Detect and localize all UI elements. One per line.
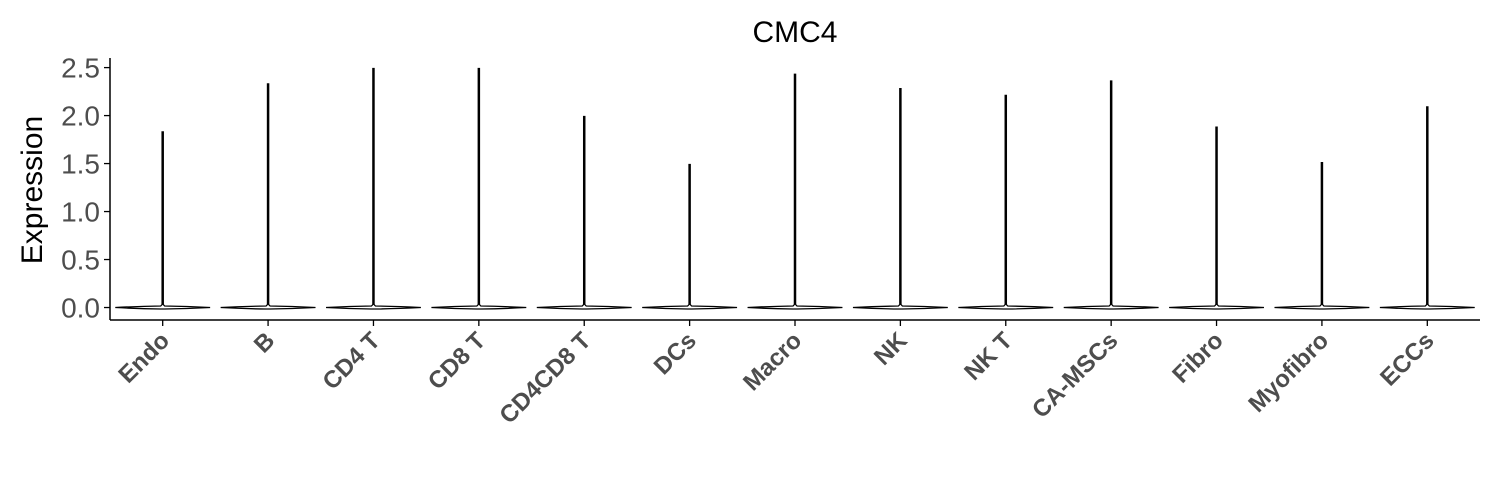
x-tick-label: ECCs (1375, 327, 1439, 391)
violin-dcs (642, 163, 738, 310)
violin-cd8-t (431, 67, 527, 310)
violin-nk (852, 88, 948, 310)
y-tick-label: 0.0 (61, 293, 100, 324)
violin-cd4-t (326, 67, 421, 310)
plot-area: 0.0 0.5 1.0 1.5 2.0 2.5 Endo B CD4 T CD8 T CD4CD8 … (61, 53, 1480, 429)
x-tick-label: NK T (959, 327, 1018, 386)
violin-fibro (1169, 126, 1264, 310)
x-tick-label: CD4 T (318, 327, 386, 395)
y-tick-label: 2.0 (61, 101, 100, 132)
y-axis-label: Expression (16, 116, 49, 264)
x-tick-label: Endo (113, 327, 175, 389)
x-tick-label: Myofibro (1243, 327, 1334, 418)
violin-b (220, 83, 316, 310)
y-tick-label: 1.0 (61, 197, 100, 228)
violin-eccs (1379, 106, 1475, 310)
violin-myofibro (1274, 161, 1370, 310)
chart-title: CMC4 (752, 16, 837, 49)
y-tick-label: 1.5 (61, 149, 100, 180)
x-tick-label: B (249, 327, 280, 358)
violin-cd4cd8-t (536, 115, 632, 310)
violin-macro (747, 73, 843, 310)
x-tick-label: Macro (738, 327, 807, 396)
violin-nk-t (958, 94, 1054, 310)
y-tick-label: 0.5 (61, 245, 100, 276)
x-tick-label: DCs (649, 327, 702, 380)
x-tick-label: Fibro (1167, 327, 1229, 389)
violin-endo (115, 131, 211, 310)
x-tick-label: CD8 T (423, 327, 491, 395)
y-tick-label: 2.5 (61, 53, 100, 84)
x-tick-label: CD4CD8 T (494, 327, 596, 429)
violin-ca-mscs (1063, 80, 1159, 310)
x-tick-label: CA-MSCs (1027, 327, 1123, 423)
x-tick-label: NK (869, 327, 913, 371)
